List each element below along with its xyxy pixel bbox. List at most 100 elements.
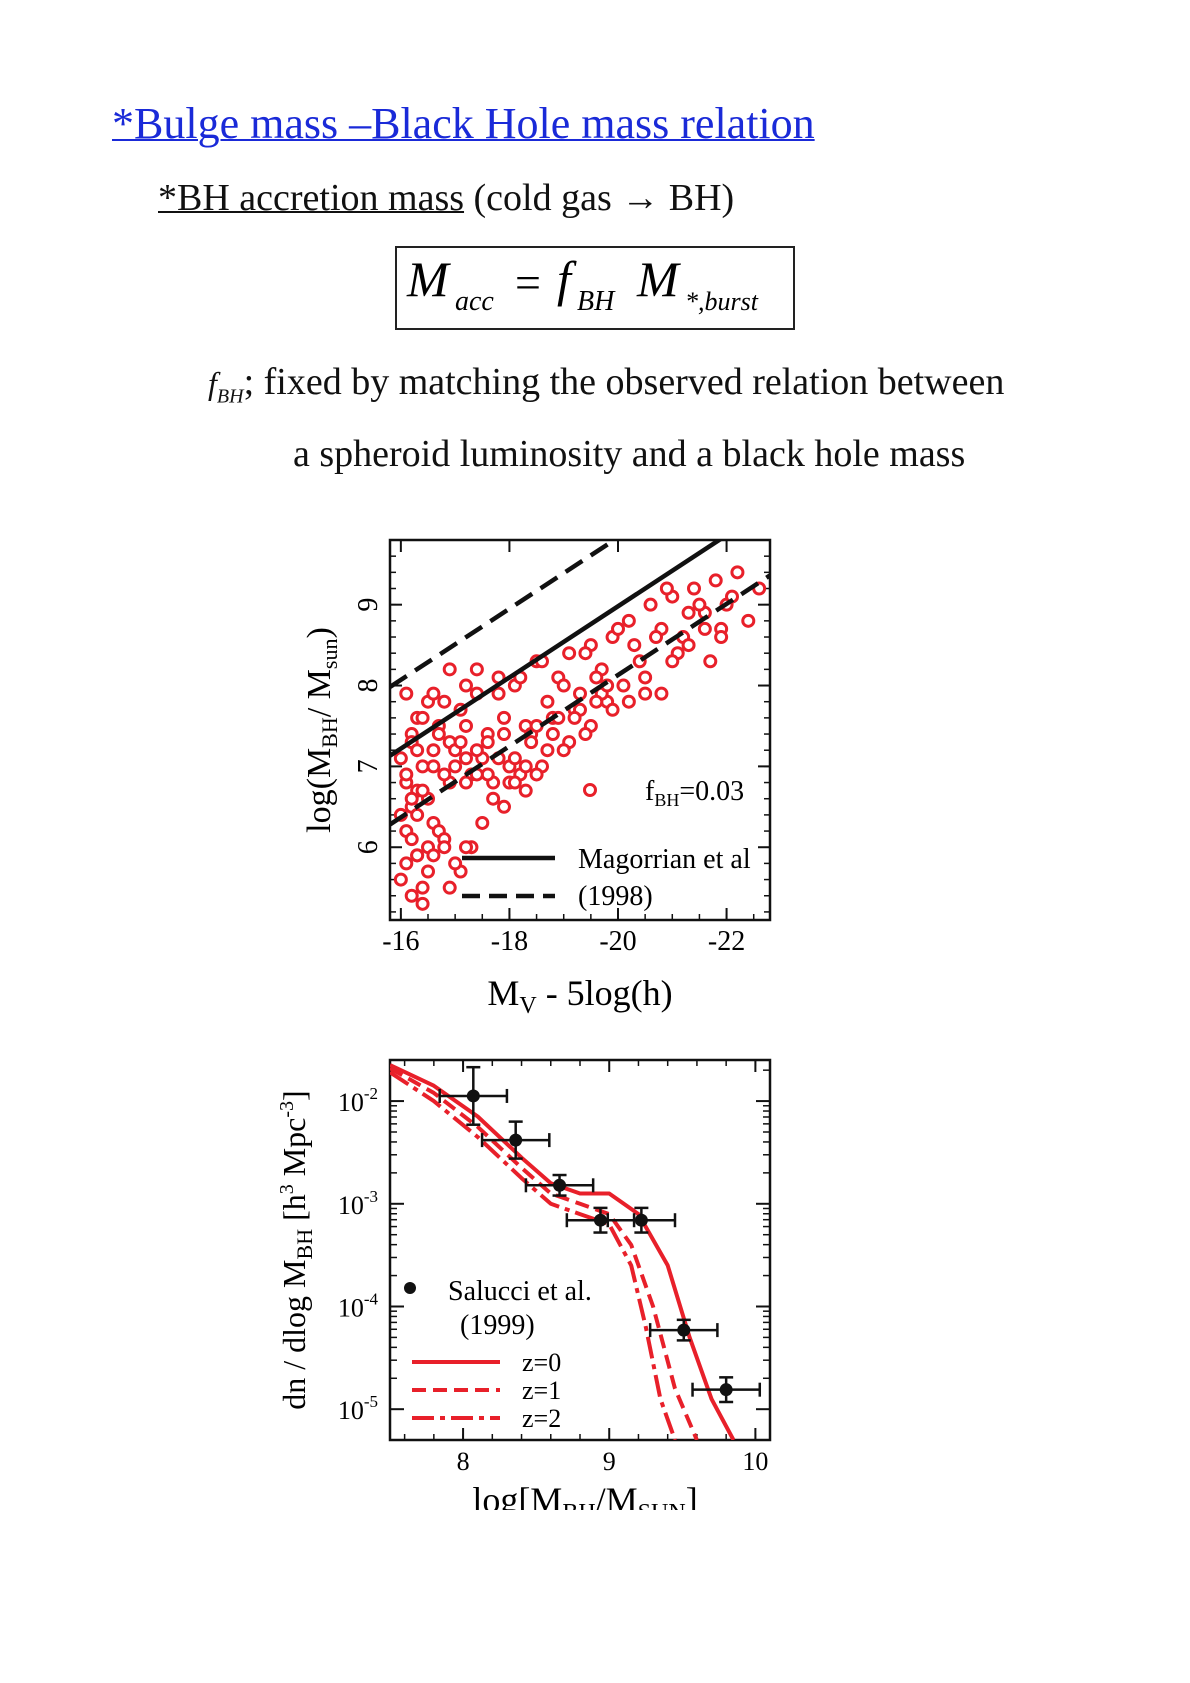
chart1-data-point bbox=[453, 735, 468, 750]
formula-f: f bbox=[557, 251, 577, 307]
chart1-data-point bbox=[638, 686, 653, 701]
chart2-x-tick-label: 10 bbox=[742, 1447, 768, 1476]
chart1-data-point bbox=[578, 727, 593, 742]
chart1-data-point bbox=[659, 581, 674, 596]
chart1-data-point bbox=[562, 646, 577, 661]
formula-m-sub: *,burst bbox=[685, 287, 759, 316]
chart1-legend-marker bbox=[583, 783, 597, 797]
chart1-data-point bbox=[480, 735, 495, 750]
description-line-1-text: ; fixed by matching the observed relatio… bbox=[243, 361, 1005, 403]
chart2-data-point bbox=[593, 1213, 607, 1227]
chart1-data-point bbox=[540, 743, 555, 758]
chart1-x-axis-label: MV - 5log(h) bbox=[487, 973, 672, 1019]
chart1-data-point bbox=[415, 710, 430, 725]
chart1-data-point bbox=[459, 751, 473, 766]
chart1-data-point bbox=[681, 605, 696, 620]
chart1-data-point bbox=[437, 840, 452, 855]
chart1-data-point bbox=[741, 613, 756, 628]
description-line-2: a spheroid luminosity and a black hole m… bbox=[293, 433, 966, 475]
chart1-data-point bbox=[540, 694, 555, 709]
chart2-data-point bbox=[466, 1089, 480, 1103]
chart2-data-point bbox=[719, 1383, 733, 1397]
chart1-data-point bbox=[545, 727, 560, 742]
chart1-data-point bbox=[556, 678, 571, 693]
chart1-data-point bbox=[518, 759, 533, 774]
chart2-legend-points-label-1: Salucci et al. bbox=[448, 1276, 592, 1307]
chart2-x-axis-label: log[MBH/MSUN] bbox=[472, 1480, 697, 1510]
chart1-data-point bbox=[486, 791, 501, 806]
chart1-x-tick-label: -20 bbox=[599, 926, 636, 957]
chart2-y-axis-label: dn / dlog MBH [h3 Mpc-3] bbox=[276, 1090, 317, 1409]
chart1-data-point bbox=[567, 710, 582, 725]
chart1-x-tick-label: -22 bbox=[708, 926, 745, 957]
chart2-x-tick-label: 9 bbox=[603, 1447, 616, 1476]
chart1-legend-marker-label: fBH=0.03 bbox=[645, 776, 744, 810]
chart2-y-tick-label: 10-4 bbox=[338, 1289, 379, 1322]
chart1-data-point bbox=[404, 888, 419, 903]
chart2-series-line-z0 bbox=[390, 1063, 736, 1440]
fbh-symbol: f bbox=[208, 365, 217, 401]
chart1-data-point bbox=[399, 856, 414, 871]
fbh-symbol-sub: BH bbox=[216, 385, 244, 408]
chart1-data-point bbox=[524, 735, 539, 750]
chart1-x-tick-label: -16 bbox=[382, 926, 419, 957]
chart1-data-point bbox=[589, 670, 604, 685]
chart1-data-point bbox=[491, 686, 506, 701]
chart1-data-point bbox=[697, 621, 712, 636]
formula-svg: M acc = f BH M *,burst bbox=[406, 251, 759, 317]
chart1-data-point bbox=[480, 767, 495, 782]
chart1-data-point bbox=[681, 638, 696, 653]
chart1-data-point bbox=[578, 646, 593, 661]
chart1-data-point bbox=[665, 654, 680, 669]
chart1-data-point bbox=[421, 864, 435, 879]
chart1-data-point bbox=[497, 710, 511, 725]
chart1-data-point bbox=[638, 670, 653, 685]
chart2-data-point bbox=[509, 1133, 523, 1147]
chart1-data-point bbox=[415, 896, 430, 911]
chart2-data-point bbox=[553, 1178, 567, 1192]
chart1-data-point bbox=[426, 759, 441, 774]
chart1-data-point bbox=[410, 743, 425, 758]
chart1-data-point bbox=[415, 783, 430, 798]
chart1-data-point bbox=[529, 767, 544, 782]
description-line-1: fBH; fixed by matching the observed rela… bbox=[208, 360, 1004, 409]
chart1-data-point bbox=[589, 694, 604, 709]
chart1-data-point bbox=[399, 686, 414, 701]
chart1-data-point bbox=[459, 840, 473, 855]
chart1-data-point bbox=[415, 880, 430, 895]
chart1-data-point bbox=[426, 686, 441, 701]
formula-lhs: M bbox=[406, 251, 451, 307]
chart1-data-point bbox=[469, 662, 484, 677]
subtitle: *BH accretion mass (cold gas → BH) bbox=[158, 176, 734, 220]
chart1-data-point bbox=[410, 848, 425, 863]
chart1-data-point bbox=[507, 775, 522, 790]
chart1-data-point bbox=[437, 694, 452, 709]
chart1-data-point bbox=[529, 718, 544, 733]
chart1-data-point bbox=[687, 581, 701, 596]
chart1-y-axis-label: log(MBH/ Msun) bbox=[301, 627, 342, 833]
chart1-data-point bbox=[556, 743, 571, 758]
formula-box: M acc = f BH M *,burst bbox=[395, 246, 795, 330]
chart1-data-point bbox=[692, 597, 707, 612]
chart1-data-point bbox=[459, 718, 473, 733]
chart2-series-line-z1 bbox=[390, 1066, 699, 1440]
chart1-y-tick-label: 9 bbox=[353, 598, 384, 612]
chart1-data-point bbox=[714, 630, 729, 645]
chart1-data-point bbox=[459, 775, 473, 790]
chart1-data-point bbox=[393, 751, 408, 766]
chart1-data-point bbox=[442, 880, 457, 895]
chart1-data-point bbox=[442, 662, 457, 677]
chart1-data-point bbox=[621, 694, 636, 709]
bh-mass-function-chart: 8 9 10 10-2 10-3 10-4 10-5 Salucci et al. (199… bbox=[276, 1058, 772, 1510]
chart2-legend-label-z0: z=0 bbox=[522, 1348, 561, 1377]
chart1-data-point bbox=[459, 678, 473, 693]
chart1-data-point bbox=[654, 686, 669, 701]
chart1-y-tick-label: 8 bbox=[353, 679, 384, 693]
chart1-data-point bbox=[507, 751, 522, 766]
slide-title[interactable]: *Bulge mass –Black Hole mass relation bbox=[112, 99, 815, 148]
chart1-x-tick-label: -18 bbox=[491, 926, 528, 957]
chart2-data-point bbox=[634, 1213, 648, 1227]
chart2-data-point bbox=[677, 1323, 691, 1337]
chart1-data-point bbox=[448, 759, 463, 774]
chart1-data-point bbox=[431, 727, 446, 742]
